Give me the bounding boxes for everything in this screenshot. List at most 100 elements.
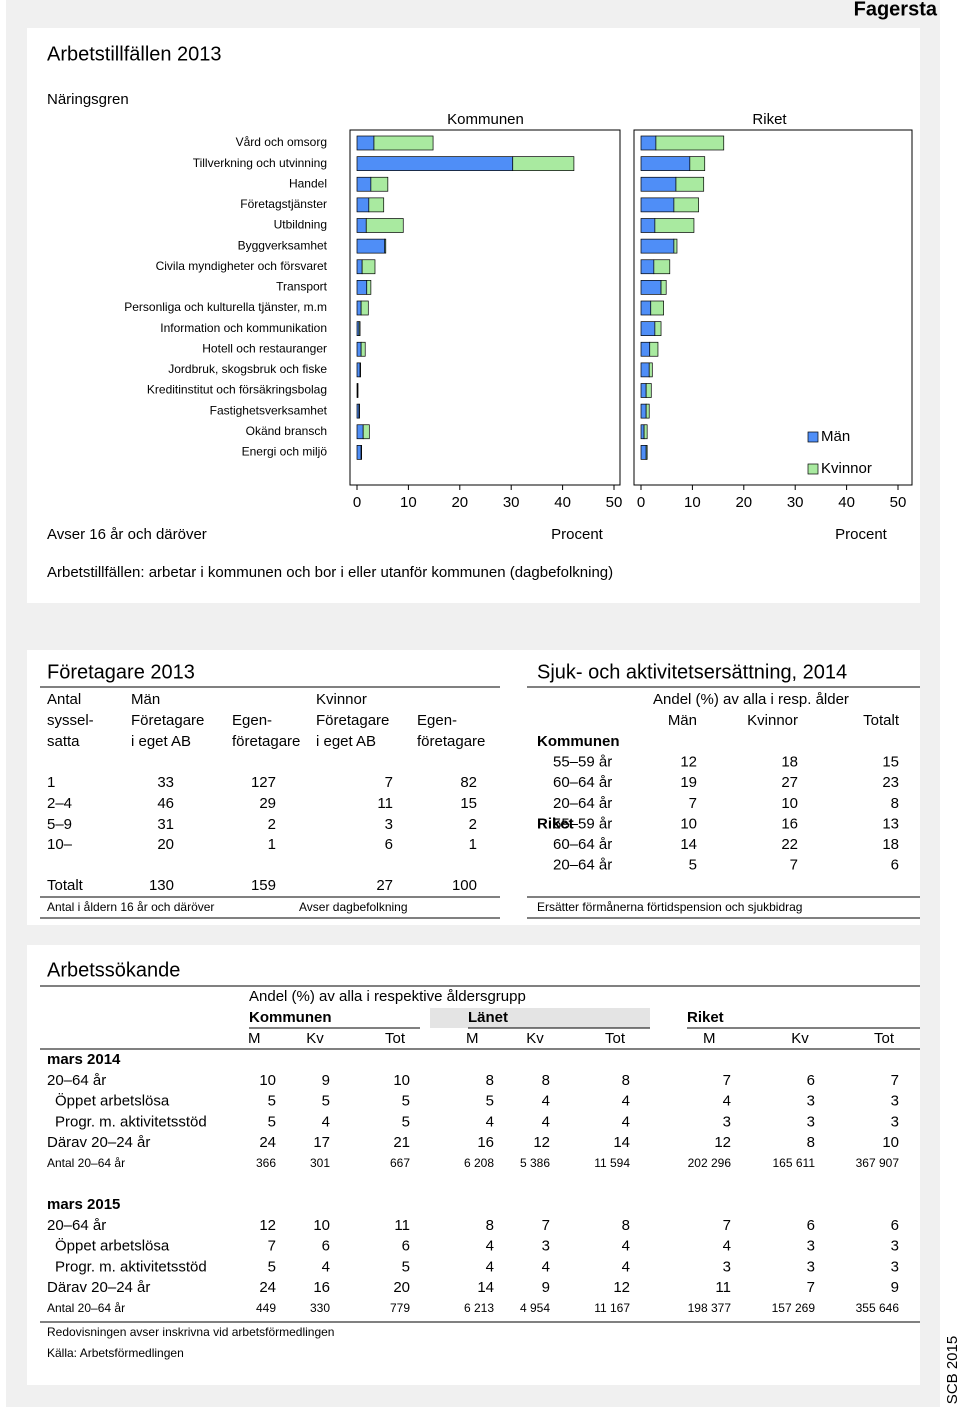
x-tick-label: 10	[400, 494, 417, 511]
cell: 7	[542, 1217, 550, 1234]
bar	[357, 383, 359, 398]
cell: 130	[149, 877, 174, 894]
cell: 12	[259, 1217, 276, 1234]
row-label: Progr. m. aktivitetsstöd	[55, 1258, 207, 1275]
group-header: Länet	[468, 1009, 508, 1026]
bar	[640, 176, 677, 192]
cell: 7	[268, 1238, 276, 1255]
publisher: SCB 2015	[944, 1336, 960, 1404]
bar	[368, 197, 385, 213]
bar	[356, 176, 372, 192]
bar	[660, 280, 667, 295]
cell: 6	[322, 1238, 330, 1255]
bar	[643, 424, 648, 440]
cell: 8	[891, 795, 899, 812]
group-header: Kommunen	[249, 1009, 332, 1026]
cell: 301	[310, 1156, 330, 1170]
cell: 5	[268, 1258, 276, 1275]
column-header: Män	[668, 712, 697, 729]
cell: 20	[157, 836, 174, 853]
bar	[640, 424, 645, 440]
cell: 11	[394, 1217, 410, 1234]
cell: 23	[882, 774, 899, 791]
rules	[40, 686, 920, 1323]
cell: 7	[807, 1279, 815, 1296]
bar	[640, 300, 652, 316]
x-tick-label: 40	[838, 494, 855, 511]
cell: 31	[157, 816, 174, 833]
cell: 3	[807, 1238, 815, 1255]
bar	[654, 218, 695, 233]
cell: 22	[781, 836, 798, 853]
cell: 20	[393, 1279, 410, 1296]
x-tick-label: 0	[637, 494, 645, 511]
page-title: Fagersta	[854, 0, 938, 20]
row-label: Antal 20–64 år	[47, 1156, 125, 1170]
x-tick-label: 50	[890, 494, 907, 511]
cell: 159	[251, 877, 276, 894]
row-label: Öppet arbetslösa	[55, 1237, 170, 1255]
category-label: Personliga och kulturella tjänster, m.m	[124, 300, 327, 314]
cell: 9	[891, 1279, 899, 1296]
cell: 667	[390, 1156, 410, 1170]
cell: 2	[469, 816, 477, 833]
bar	[370, 176, 389, 192]
block-label: mars 2015	[47, 1196, 120, 1213]
cell: 9	[322, 1072, 330, 1089]
row-label: Totalt	[47, 877, 84, 894]
x-tick-label: 0	[353, 494, 361, 511]
cell: 4	[486, 1238, 494, 1255]
column-header: syssel-	[47, 712, 94, 729]
cell: 3	[891, 1093, 899, 1110]
cell: 3	[807, 1258, 815, 1275]
cell: 82	[460, 774, 477, 791]
cell: 4	[622, 1093, 630, 1110]
row-label: 2–4	[47, 795, 72, 812]
cell: 8	[486, 1217, 494, 1234]
cell: 4	[542, 1258, 550, 1275]
bar	[384, 238, 387, 254]
cell: 6	[807, 1072, 815, 1089]
legend-swatch	[807, 463, 819, 475]
cell: 6 213	[464, 1301, 494, 1315]
bar	[649, 341, 659, 357]
bar	[675, 176, 705, 192]
note: Avser dagbefolkning	[299, 900, 408, 914]
panel	[27, 650, 920, 925]
note: Antal i åldern 16 år och däröver	[47, 900, 214, 914]
column-header: M	[466, 1030, 479, 1047]
bar	[648, 362, 653, 378]
axis-title: Näringsgren	[47, 91, 129, 108]
cell: 19	[680, 774, 697, 791]
category-label: Civila myndigheter och försvaret	[156, 259, 328, 273]
bar	[512, 156, 575, 171]
bar	[356, 341, 362, 357]
column-header: Tot	[385, 1030, 406, 1047]
cell: 7	[891, 1072, 899, 1089]
x-tick-label: 30	[787, 494, 804, 511]
bar	[360, 341, 366, 357]
cell: 14	[613, 1134, 630, 1151]
cell: 4	[622, 1113, 630, 1130]
cell: 202 296	[688, 1156, 732, 1170]
cell: 11	[715, 1279, 731, 1296]
column-header: Män	[131, 691, 160, 708]
row-label: 55–59 år	[553, 754, 612, 771]
category-label: Vård och omsorg	[236, 135, 327, 149]
cell: 4	[622, 1238, 630, 1255]
group-label: Kommunen	[537, 733, 620, 750]
bar	[640, 259, 655, 275]
cell: 18	[781, 754, 798, 771]
cell: 16	[781, 815, 798, 832]
column-header: i eget AB	[131, 733, 191, 750]
cell: 6 208	[464, 1156, 494, 1170]
bar	[640, 197, 675, 213]
cell: 10	[313, 1217, 330, 1234]
column-header: M	[248, 1030, 261, 1047]
cell: 7	[723, 1217, 731, 1234]
column-header: Tot	[605, 1030, 626, 1047]
column-header: i eget AB	[316, 733, 376, 750]
cell: 11 594	[594, 1156, 630, 1170]
cell: 10	[882, 1134, 899, 1151]
category-label: Fastighetsverksamhet	[210, 403, 328, 417]
